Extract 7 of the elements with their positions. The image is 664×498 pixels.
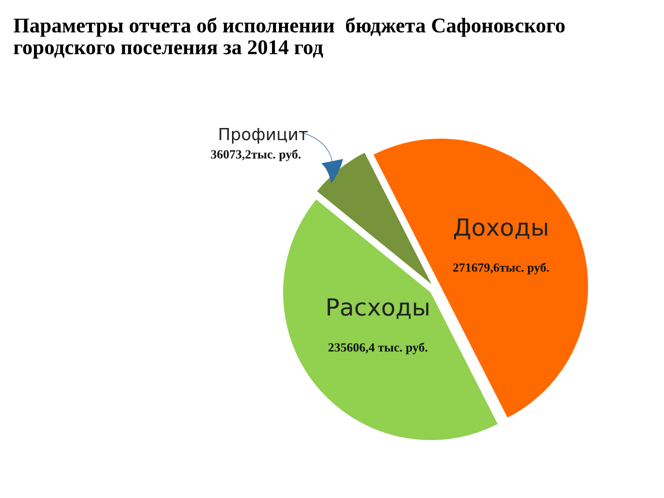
slice-label: Доходы [454, 218, 548, 240]
slice-label: Профицит [220, 128, 308, 144]
data-label: 235606,4 тыс. руб. [328, 342, 428, 354]
data-label: 36073,2тыс. руб. [211, 149, 301, 162]
data-label: 271679,6тыс. руб. [453, 262, 549, 274]
chart-title: Параметры отчета об исполнении бюджета Сафоновского городского поселения за 2014 год [14, 17, 565, 59]
slice-label: Расходы [328, 298, 428, 319]
